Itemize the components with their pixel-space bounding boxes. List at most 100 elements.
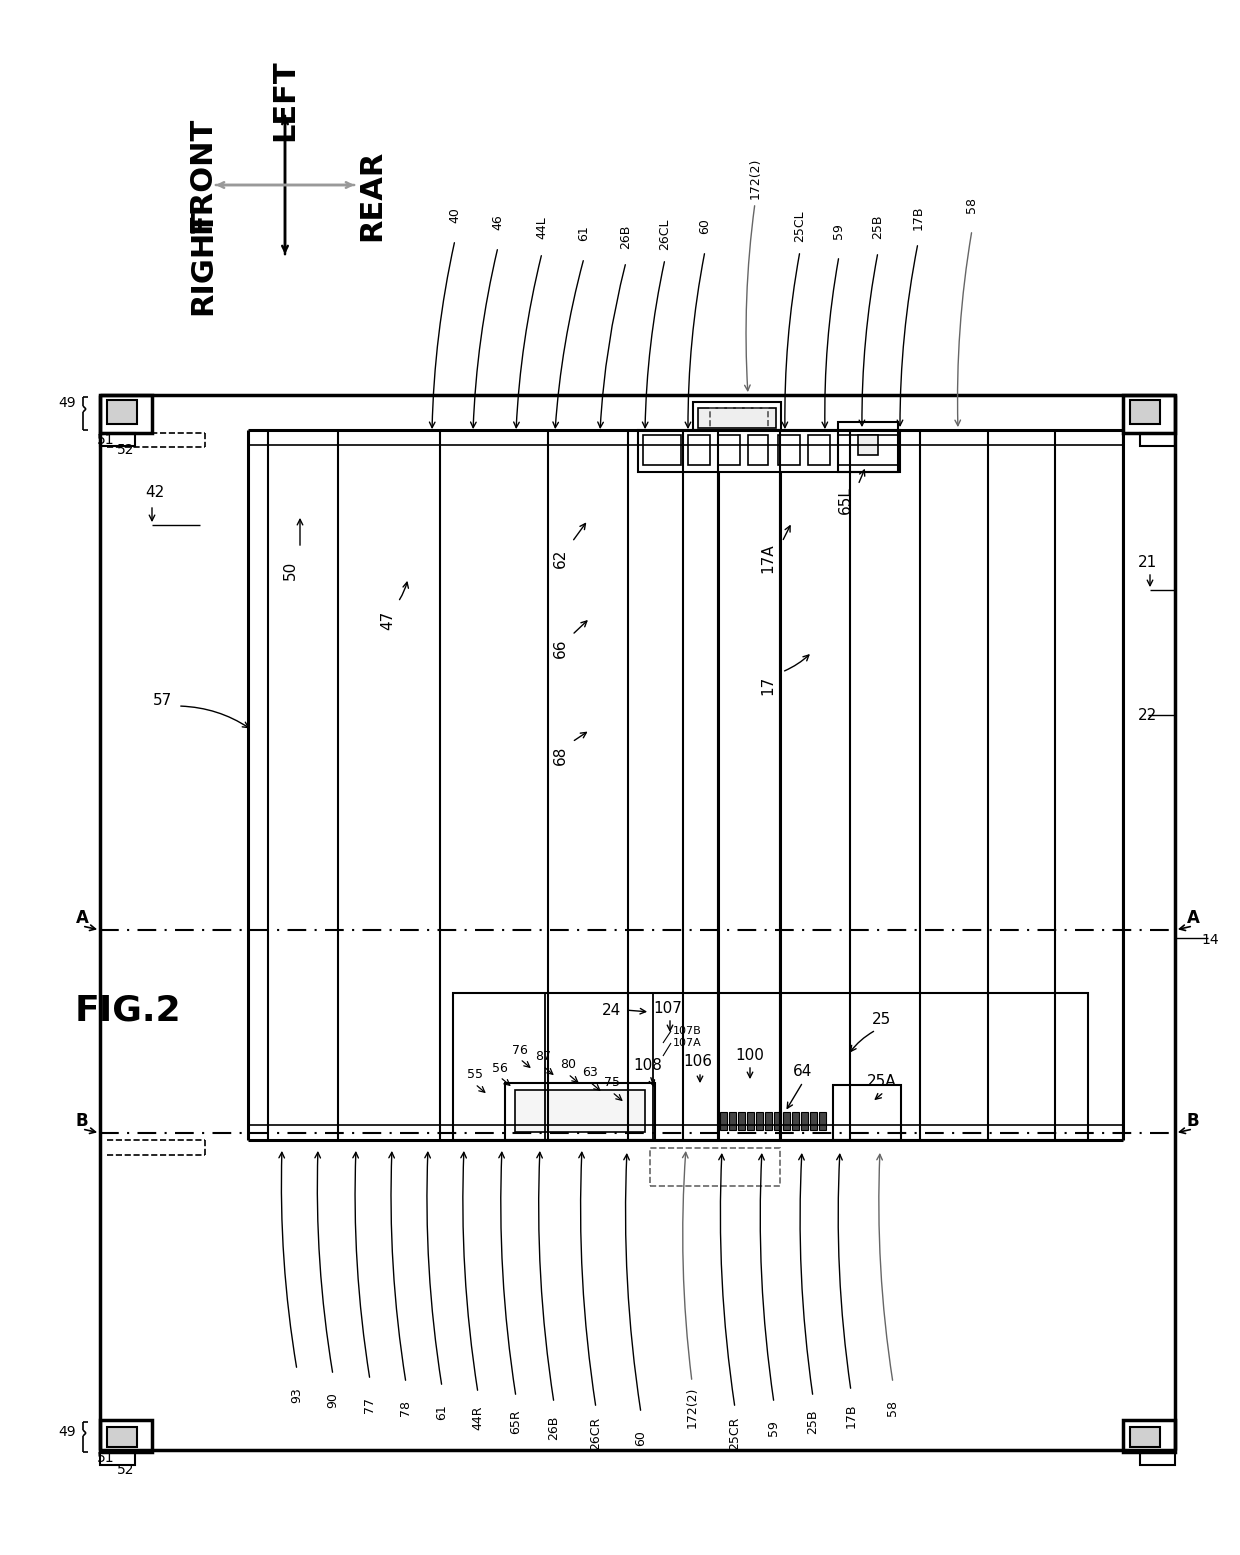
Bar <box>693 403 781 431</box>
Text: 51: 51 <box>97 432 114 446</box>
Text: 40: 40 <box>449 207 461 222</box>
Text: 58: 58 <box>887 1400 899 1417</box>
Text: 100: 100 <box>735 1048 764 1062</box>
Bar <box>833 1085 901 1140</box>
Bar <box>1130 1427 1159 1448</box>
Text: 65R: 65R <box>510 1410 522 1434</box>
Text: 64: 64 <box>794 1065 812 1079</box>
Text: 52: 52 <box>117 443 134 457</box>
Text: 26B: 26B <box>620 225 632 249</box>
Bar <box>688 435 711 465</box>
Text: 26CL: 26CL <box>658 218 672 250</box>
Text: 59: 59 <box>768 1420 780 1435</box>
Bar <box>818 1112 826 1130</box>
Text: 25B: 25B <box>806 1410 820 1434</box>
Text: 80: 80 <box>560 1059 577 1071</box>
Text: 22: 22 <box>1138 708 1158 723</box>
Text: 17: 17 <box>760 675 775 695</box>
Bar <box>107 1427 136 1448</box>
Text: 25B: 25B <box>872 215 884 239</box>
Bar <box>505 1082 655 1140</box>
Bar <box>718 435 740 465</box>
Bar <box>808 435 830 465</box>
Text: 17B: 17B <box>844 1404 858 1427</box>
Text: 87: 87 <box>534 1051 551 1064</box>
Bar <box>729 1112 737 1130</box>
Text: 25CL: 25CL <box>794 210 806 243</box>
Text: 24: 24 <box>603 1003 621 1017</box>
Bar <box>107 400 136 425</box>
Text: 107: 107 <box>653 1000 682 1015</box>
Text: 75: 75 <box>604 1076 620 1090</box>
Text: 46: 46 <box>491 215 505 230</box>
Text: 42: 42 <box>145 485 165 499</box>
Text: 172(2): 172(2) <box>749 157 761 199</box>
Bar <box>644 435 681 465</box>
Text: 93: 93 <box>290 1387 304 1403</box>
Text: RIGHT: RIGHT <box>188 208 217 316</box>
Text: 14: 14 <box>1202 933 1219 947</box>
Text: 62: 62 <box>553 549 568 568</box>
Text: 78: 78 <box>399 1400 413 1417</box>
Text: 25: 25 <box>873 1012 892 1028</box>
Bar <box>1123 395 1176 432</box>
Text: REAR: REAR <box>357 149 387 241</box>
Text: 61: 61 <box>578 225 590 241</box>
Text: 56: 56 <box>492 1062 508 1075</box>
Bar <box>453 994 1087 1140</box>
Text: A: A <box>1187 910 1199 927</box>
Bar <box>738 1112 745 1130</box>
Text: 66: 66 <box>553 638 568 658</box>
Text: 55: 55 <box>467 1068 484 1081</box>
Text: 63: 63 <box>582 1067 598 1079</box>
Text: 26B: 26B <box>548 1415 560 1440</box>
Bar <box>792 1112 799 1130</box>
Text: 17B: 17B <box>911 205 925 230</box>
Bar <box>838 435 898 465</box>
Text: 44L: 44L <box>536 216 548 239</box>
Bar <box>100 1452 135 1465</box>
Bar <box>746 1112 754 1130</box>
Bar <box>838 421 898 473</box>
Text: 25A: 25A <box>867 1075 897 1090</box>
Text: 17A: 17A <box>760 543 775 572</box>
Text: 60: 60 <box>698 218 712 233</box>
Bar <box>515 1090 645 1132</box>
Bar <box>698 407 776 428</box>
Text: 58: 58 <box>966 197 978 213</box>
Text: 49: 49 <box>58 397 76 411</box>
Text: 76: 76 <box>512 1043 528 1056</box>
Text: 65L: 65L <box>837 487 852 515</box>
Bar <box>801 1112 808 1130</box>
Bar <box>774 1112 781 1130</box>
Bar <box>858 435 878 456</box>
Text: 21: 21 <box>1138 555 1158 569</box>
Bar <box>639 431 900 473</box>
Text: 50: 50 <box>283 560 298 580</box>
Bar <box>1140 1452 1176 1465</box>
Text: 49: 49 <box>58 1424 76 1438</box>
Bar <box>650 1148 780 1186</box>
Bar <box>100 395 153 432</box>
Text: 107A: 107A <box>673 1039 702 1048</box>
Text: 47: 47 <box>381 611 396 630</box>
Text: 77: 77 <box>363 1396 377 1413</box>
Text: 52: 52 <box>117 1463 134 1477</box>
Text: LEFT: LEFT <box>270 59 300 142</box>
Text: 51: 51 <box>97 1451 114 1465</box>
Text: 108: 108 <box>634 1057 662 1073</box>
Text: 172(2): 172(2) <box>686 1387 698 1427</box>
Text: 57: 57 <box>153 692 171 708</box>
Text: 60: 60 <box>635 1431 647 1446</box>
Bar <box>765 1112 773 1130</box>
Bar <box>748 435 768 465</box>
Text: 107B: 107B <box>673 1026 702 1036</box>
Text: 106: 106 <box>683 1054 713 1070</box>
Text: B: B <box>1187 1112 1199 1130</box>
Text: A: A <box>76 910 88 927</box>
Text: 68: 68 <box>553 745 568 765</box>
Bar <box>756 1112 763 1130</box>
Bar <box>1130 400 1159 425</box>
Text: 59: 59 <box>832 222 846 239</box>
Bar <box>100 432 135 446</box>
